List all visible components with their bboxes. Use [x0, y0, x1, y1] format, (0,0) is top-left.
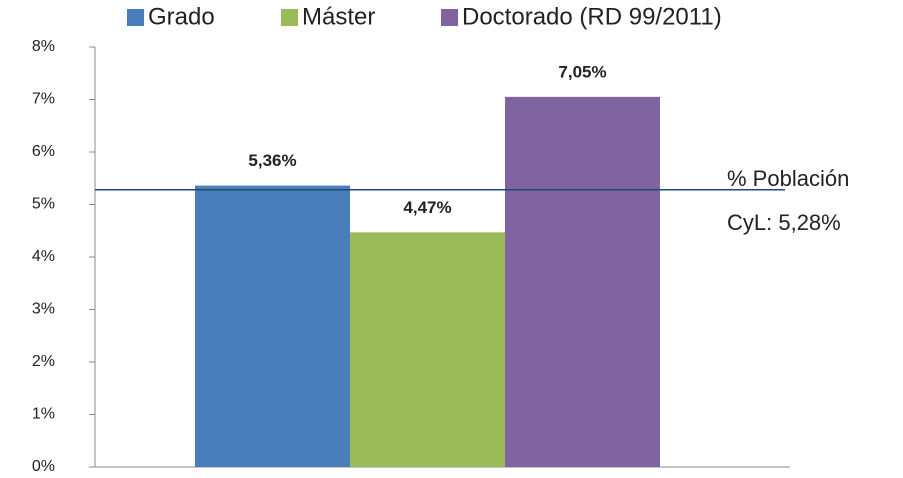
- bar: [505, 96, 660, 467]
- data-label: 4,47%: [403, 198, 451, 217]
- y-tick-label: 1%: [32, 406, 55, 423]
- legend-swatch: [281, 9, 298, 26]
- bar: [350, 232, 505, 467]
- y-tick-label: 4%: [32, 248, 55, 265]
- data-label: 7,05%: [558, 62, 606, 81]
- legend-swatch: [441, 9, 458, 26]
- y-tick-label: 0%: [32, 458, 55, 475]
- reference-label: CyL: 5,28%: [727, 210, 841, 235]
- y-tick-label: 6%: [32, 143, 55, 160]
- y-tick-label: 5%: [32, 196, 55, 213]
- y-tick-label: 2%: [32, 353, 55, 370]
- data-label: 5,36%: [248, 151, 296, 170]
- bar: [195, 185, 350, 467]
- legend-label: Doctorado (RD 99/2011): [462, 3, 722, 30]
- reference-label: % Población: [727, 166, 849, 191]
- y-tick-label: 7%: [32, 91, 55, 108]
- legend-swatch: [127, 9, 144, 26]
- y-tick-label: 8%: [32, 38, 55, 55]
- legend-label: Máster: [302, 3, 375, 30]
- y-tick-label: 3%: [32, 301, 55, 318]
- legend-label: Grado: [148, 3, 215, 30]
